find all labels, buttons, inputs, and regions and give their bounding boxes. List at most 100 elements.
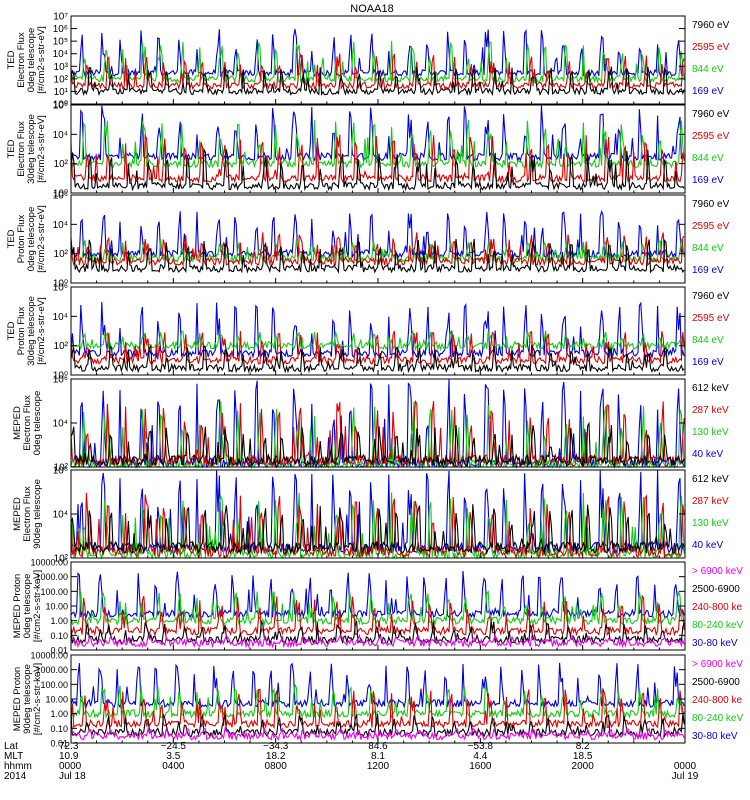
series-trace-2595-ev [70, 330, 685, 366]
legend-entry: 169 eV [692, 357, 724, 368]
legend-entry: 2595 eV [692, 313, 730, 324]
legend-entry: 287 keV [692, 405, 729, 416]
series-trace-169-ev [70, 301, 685, 359]
series-trace-30-80-kev [70, 662, 685, 710]
y-tick-label: 0.01 [50, 646, 68, 656]
y-tick-label: 10² [54, 554, 69, 565]
x-axis-label: 1600 [469, 761, 492, 772]
y-tick-label: 0.10 [50, 631, 68, 641]
panel-4: 10⁰ 10² 10⁴ 10⁶ TED Proton Flux 30deg telescop… [6, 283, 730, 382]
x-axis-label: 18.5 [573, 751, 593, 762]
y-tick-label: 10³ [54, 62, 69, 73]
y-axis-label-line: 90deg telescope [22, 664, 33, 734]
legend-entry: 169 eV [692, 86, 724, 97]
y-axis-label: TED Electron Flux 30deg telescope [#/cm2-s-… [6, 114, 47, 184]
x-row-label: 2014 [4, 771, 27, 782]
y-tick-label: 100.00 [40, 680, 68, 690]
panel-5: 10² 10⁴ 10⁶ MEPED Electron Flux 0deg telescop… [12, 375, 729, 474]
series-trace-844-ev [70, 41, 685, 84]
legend-entry: 169 eV [692, 175, 724, 186]
y-tick-label: 0.10 [50, 724, 68, 734]
y-tick-label: 10⁶ [53, 283, 68, 294]
legend-entry: 612 keV [692, 383, 729, 394]
series-trace--6900-kev [70, 726, 685, 742]
y-tick-label: 10² [54, 249, 69, 260]
legend-entry: 130 keV [692, 518, 729, 529]
legend-entry: 2595 eV [692, 221, 730, 232]
y-tick-label: 10⁶ [53, 466, 68, 477]
y-axis-label-line: 30deg telescope [26, 114, 37, 184]
y-axis-label-line: Electron Flux [22, 395, 33, 451]
x-axis-label: 10.9 [59, 751, 79, 762]
legend-entry: 30-80 keV [692, 638, 738, 649]
series-trace-7960-ev [70, 147, 685, 192]
series-trace-2595-ev [70, 232, 685, 267]
y-axis-label-line: [#/cm2-s-str-keV] [32, 663, 43, 735]
y-axis-label-line: MEPED [12, 497, 23, 531]
panel-2: 10⁰ 10² 10⁴ 10⁶ TED Electron Flux 30deg telesc… [6, 101, 730, 200]
x-axis-label: −24.5 [161, 741, 187, 752]
legend-entry: 2595 eV [692, 131, 730, 142]
legend-entry: 240-800 ke [692, 602, 742, 613]
y-axis-label: TED Electron Flux 0deg telescope [#/cm2-s-s… [6, 26, 47, 94]
legend-entry: 2500-6900 [692, 584, 740, 595]
x-axis-label: 3.5 [166, 751, 180, 762]
y-tick-label: 10⁴ [53, 419, 68, 430]
x-axis-label: 72.3 [59, 741, 79, 752]
series-trace-7960-ev [70, 344, 685, 374]
x-axis-label: Jul 19 [672, 771, 699, 782]
y-axis-label-line: MEPED Proton [12, 667, 23, 731]
legend-entry: 30-80 keV [692, 731, 738, 742]
y-tick-label: 10⁰ [53, 279, 68, 290]
y-tick-label: 10² [54, 159, 69, 170]
y-tick-label: 10.00 [45, 695, 68, 705]
y-axis-label: MEPED Electron Flux 0deg telescope [12, 391, 43, 455]
y-axis-label-line: TED [6, 229, 17, 248]
legend-entry: 287 keV [692, 496, 729, 507]
chart-title: NOAA18 [350, 3, 393, 15]
series-trace-287-kev [70, 492, 685, 559]
y-axis-label-line: Proton Flux [16, 214, 27, 263]
x-row-label: MLT [4, 751, 23, 762]
y-tick-label: 10⁴ [53, 312, 68, 323]
legend-entry: 7960 eV [692, 20, 730, 31]
y-tick-label: 10⁰ [53, 371, 68, 382]
y-tick-label: 10⁰ [53, 189, 68, 200]
legend-entry: 844 eV [692, 243, 724, 254]
x-axis-label: 0800 [265, 761, 288, 772]
y-axis-label-line: 0deg telescope [32, 391, 43, 455]
y-axis-label-line: [#/cm2-s-str-keV] [32, 570, 43, 642]
x-axis-label: Jul 18 [59, 771, 86, 782]
y-tick-label: 10⁶ [53, 375, 68, 386]
legend-entry: 40 keV [692, 540, 723, 551]
y-axis-label-line: TED [6, 139, 17, 158]
y-axis-label-line: TED [6, 50, 17, 69]
y-tick-label: 10⁴ [53, 510, 68, 521]
y-axis-label: MEPED Proton 0deg telescope [#/cm2-s-str-k… [12, 570, 43, 642]
legend-entry: 844 eV [692, 153, 724, 164]
legend-entry: 2595 eV [692, 42, 730, 53]
series-trace-169-ev [70, 209, 685, 260]
x-axis-label: −34.3 [263, 741, 289, 752]
series-trace-7960-ev [70, 66, 685, 97]
y-tick-label: 10⁶ [53, 24, 68, 35]
y-axis-label-line: Electron Flux [16, 121, 27, 177]
y-tick-label: 10¹ [54, 87, 69, 98]
y-tick-label: 1.00 [50, 709, 68, 719]
x-axis-label: 84.6 [368, 741, 388, 752]
x-row-label: hhmm [4, 761, 32, 772]
y-tick-label: 10⁴ [53, 220, 68, 231]
x-axis-label: 4.4 [473, 751, 487, 762]
series-trace-612-kev [70, 421, 685, 468]
y-axis-label-line: 30deg telescope [26, 296, 37, 366]
legend-entry: 7960 eV [692, 109, 730, 120]
y-tick-label: 10⁴ [53, 130, 68, 141]
y-tick-label: 0.01 [50, 739, 68, 749]
panel-6: 10² 10⁴ 10⁶ MEPED Electron Flux 90deg telesco… [12, 466, 729, 565]
y-tick-label: 1000.00 [35, 572, 68, 582]
y-axis-label-line: [#/cm2-s-str-eV] [36, 115, 47, 183]
panel-3: 10⁰ 10² 10⁴ 10⁶ TED Proton Flux 0deg telescope… [6, 191, 730, 290]
x-axis-label: 18.2 [266, 751, 286, 762]
y-tick-label: 10.00 [45, 602, 68, 612]
series-trace-30-80-kev [70, 570, 685, 620]
